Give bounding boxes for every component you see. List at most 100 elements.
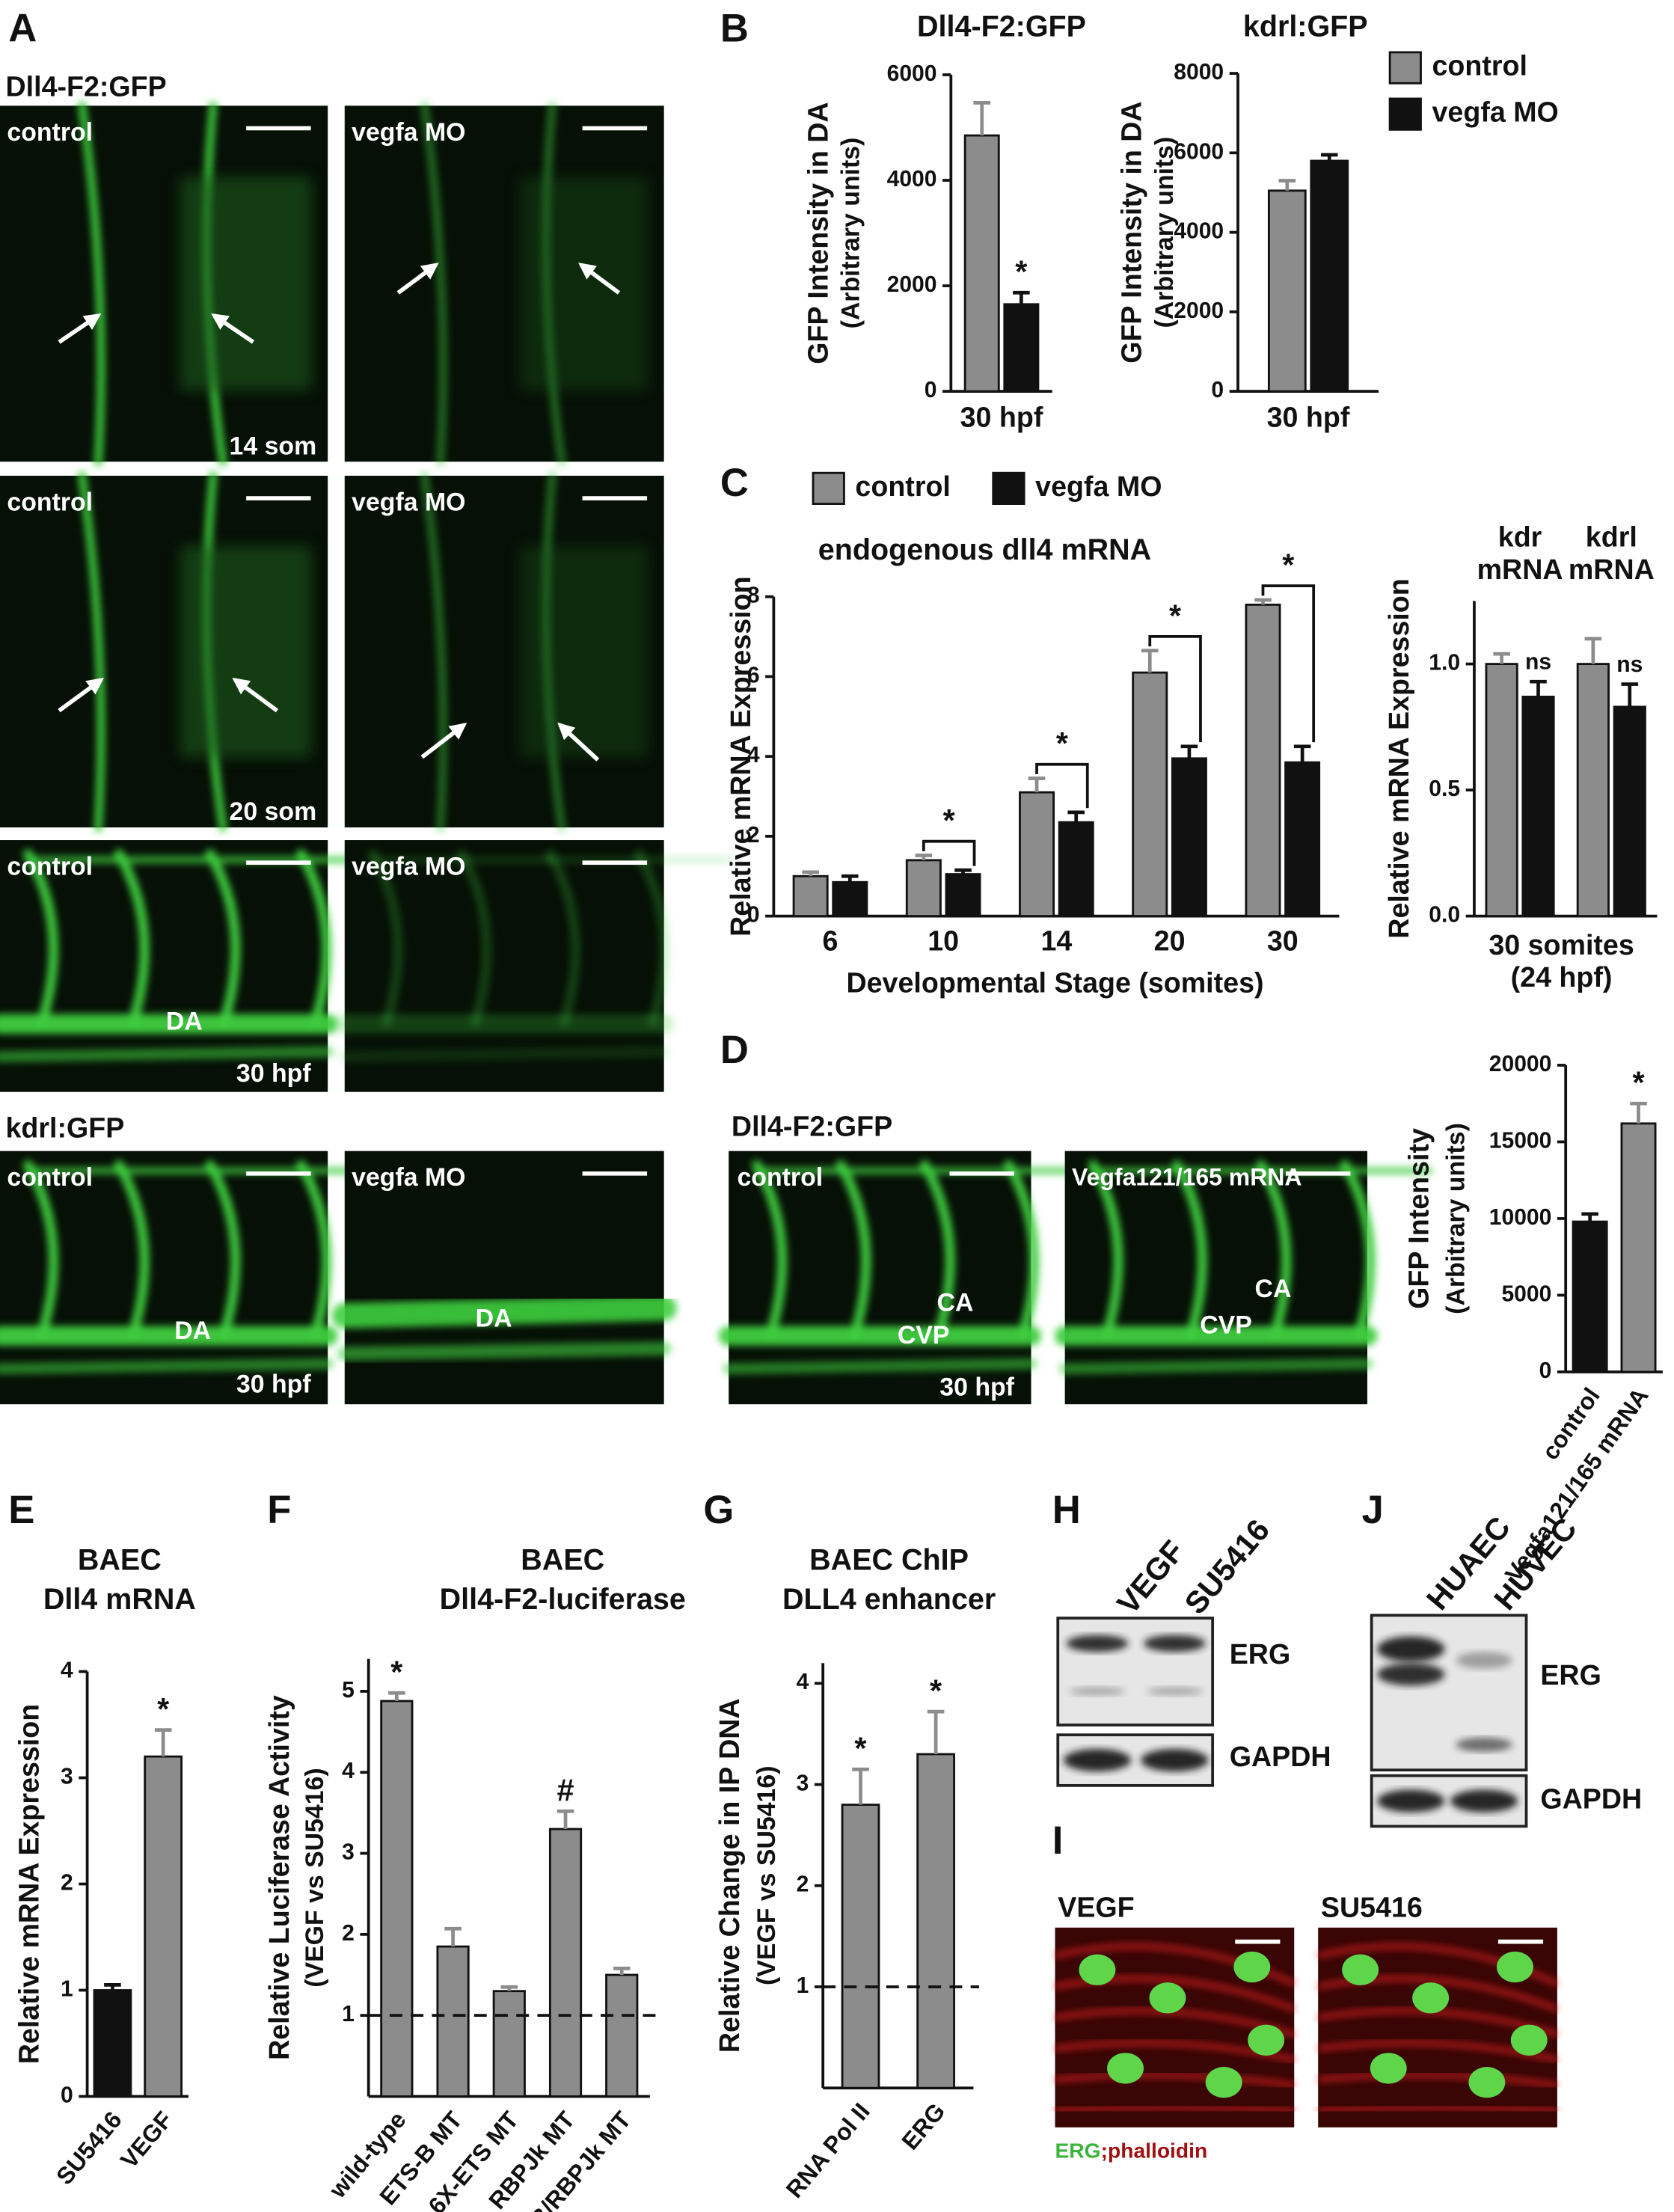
y-tick-label: 20000 (1489, 1052, 1552, 1076)
error-bar (444, 1926, 462, 1947)
error-bar (1621, 682, 1639, 707)
y-tick-label: 6000 (887, 61, 937, 86)
stage-label: 30 hpf (236, 1370, 311, 1399)
vessel (114, 849, 150, 1027)
error-bar (1584, 637, 1602, 664)
vessel (1004, 1159, 1040, 1338)
error-bar (1180, 744, 1198, 759)
y-tick-label: 0 (1211, 378, 1224, 402)
blot (1056, 1617, 1215, 1727)
nucleus (1248, 2024, 1285, 2056)
band (1143, 1635, 1206, 1652)
error-bar (954, 868, 972, 874)
y-tick-label: 2 (747, 823, 760, 848)
vessel (205, 849, 241, 1027)
y-tick-label: 2000 (1174, 298, 1224, 323)
legend-swatch (992, 471, 1025, 505)
bar (963, 134, 1000, 393)
vessel (919, 1159, 955, 1338)
tissue-haze (520, 177, 649, 390)
vessel (836, 1159, 871, 1338)
bar (492, 1990, 526, 2098)
image-label: Vegfa121/165 mRNA (1072, 1164, 1302, 1191)
vessel (296, 1159, 332, 1338)
nucleus (1497, 1951, 1533, 1983)
panel-title: kdrl:GFP (6, 1112, 125, 1143)
band (1377, 1636, 1445, 1662)
y-axis-label: Relative mRNA Expression (725, 576, 756, 936)
image-label: control (7, 853, 93, 881)
chart-title: Dll4-F2:GFP (917, 10, 1086, 43)
legend-label: control (855, 471, 950, 502)
vessel (337, 1341, 672, 1361)
y-tick-label: 10000 (1489, 1205, 1552, 1230)
y-tick-label: 3 (61, 1764, 73, 1789)
panel-title: Dll4-F2:GFP (732, 1111, 892, 1142)
y-tick-label: 2 (342, 1921, 355, 1946)
chart-title: BAEC ChIP (809, 1543, 969, 1576)
error-bar (1630, 1101, 1647, 1124)
nucleus (1510, 2024, 1548, 2056)
band (1069, 1687, 1126, 1696)
error-bar (852, 1767, 869, 1805)
x-tick-label: 14 (1040, 925, 1072, 956)
vessel (339, 1046, 670, 1063)
y-tick-label: 3 (797, 1771, 809, 1795)
y-tick-label: 4000 (887, 167, 937, 192)
vessel (456, 849, 492, 1027)
y-axis-label: Relative Change in IP DNA (714, 1698, 745, 2053)
image-label: VEGF (1058, 1891, 1134, 1923)
nucleus (1233, 1951, 1271, 1983)
chart-title: kdrl:GFP (1243, 10, 1368, 43)
vessel (77, 471, 105, 832)
stage-label: 14 som (230, 432, 317, 460)
annotation: * (854, 1732, 867, 1766)
vessels (331, 1295, 677, 1361)
vessel (723, 1358, 1037, 1375)
y-axis-label: Relative mRNA Expression (13, 1704, 44, 2064)
annotation: * (390, 1655, 403, 1690)
bar (1245, 603, 1281, 918)
vessel (0, 1046, 334, 1063)
lane-label: SU5416 (1178, 1513, 1276, 1620)
y-axis-label: Relative Luciferase Activity (263, 1695, 295, 2060)
vessel-label: CVP (898, 1321, 950, 1349)
bar (605, 1973, 639, 2098)
y-axis-label: (Arbitrary units) (1441, 1123, 1470, 1314)
error-bar (802, 870, 819, 877)
band (1066, 1635, 1129, 1652)
vessel (1059, 1358, 1373, 1375)
y-axis-label: (Arbitrary units) (1150, 137, 1179, 328)
bar (1171, 757, 1207, 918)
x-axis-label: 30 somites (1488, 929, 1634, 961)
y-tick-label: 6000 (1174, 139, 1224, 164)
y-tick-label: 0 (1539, 1358, 1552, 1383)
y-axis-label: GFP Intensity in DA (802, 102, 833, 364)
y-tick-label: 4000 (1174, 219, 1224, 244)
image-label: SU5416 (1321, 1891, 1423, 1923)
vessel-label: DA (174, 1317, 211, 1345)
legend-swatch (812, 471, 845, 505)
vessel (545, 849, 580, 1027)
y-axis-label: GFP Intensity in DA (1116, 101, 1147, 363)
y-tick-label: 4 (342, 1759, 355, 1783)
arrow (557, 722, 600, 762)
y-tick-label: 4 (747, 743, 760, 768)
annotation: ns (1525, 650, 1551, 675)
bar (905, 859, 942, 918)
error-bar (1320, 153, 1338, 161)
band (1377, 1663, 1445, 1686)
y-tick-label: 15000 (1489, 1128, 1552, 1153)
annotation: * (930, 1674, 942, 1709)
vessel (420, 471, 447, 832)
lane-label: VEGF (1111, 1534, 1192, 1621)
stain: ERG (1055, 2139, 1101, 2163)
bar (1267, 189, 1307, 393)
micrograph (0, 840, 396, 1092)
y-axis-label: (VEGF vs SU5416) (301, 1768, 329, 1987)
tissue-haze (180, 177, 312, 390)
tissue-haze (180, 545, 312, 758)
vessel (205, 1159, 241, 1338)
nucleus (1342, 1954, 1379, 1985)
bar (1521, 695, 1555, 918)
